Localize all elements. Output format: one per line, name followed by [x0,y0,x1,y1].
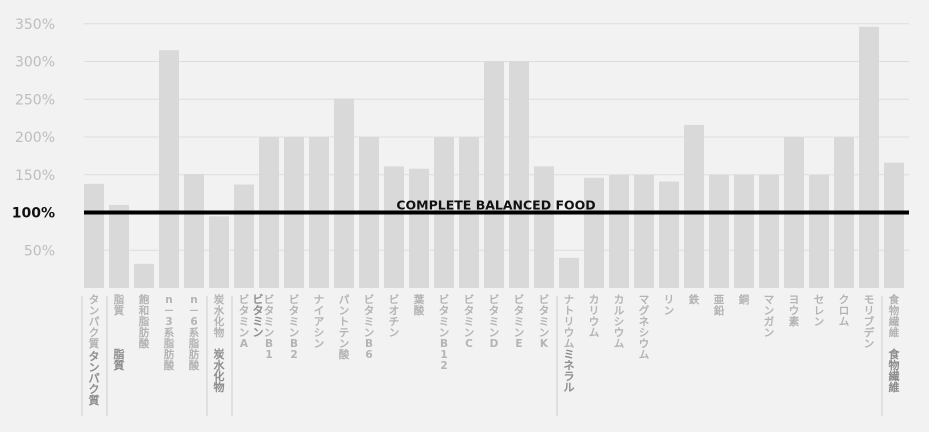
category-label: モリブデン [864,294,875,350]
category-label: ナトリウム [564,294,575,350]
category-label: カリウム [589,294,600,339]
category-label: ビタミン K [539,293,550,350]
category-label: パントテン酸 [339,294,350,361]
category-label: カルシウム [614,294,625,350]
y-tick-label: 100% [12,206,55,222]
category-label: ビタミン B 2 [289,293,300,361]
bar [734,174,754,288]
bar [609,174,629,288]
bar [334,98,354,289]
bar [559,257,579,288]
category-label: 炭水化物 [213,293,225,339]
bar [884,162,904,288]
y-tick-label: 300% [15,55,55,71]
category-label: n － 3 系脂肪酸 [163,294,175,372]
category-label: マンガン [764,294,775,339]
category-label: ビオチン [389,293,400,339]
category-label: 葉酸 [413,293,425,317]
bar [709,174,729,288]
category-label: 鉄 [689,293,700,306]
category-label: マグネシウム [639,294,650,361]
bar [634,174,654,288]
bar [509,61,529,288]
bar [684,124,704,288]
bar [134,263,154,288]
group-label: 脂質 [113,347,125,372]
category-label: セレン [814,294,825,328]
bar [184,173,204,288]
y-tick-label: 200% [15,130,55,146]
bar [859,26,879,289]
bar [84,183,104,288]
y-tick-label: 350% [15,17,55,33]
group-label: ビタミン [253,292,264,339]
y-tick-label: 50% [24,243,55,259]
group-label: ミネラル [564,348,575,394]
category-label: ナイアシン [314,294,325,350]
group-label: 食物繊維 [889,347,901,394]
category-label: ビタミン D [489,293,500,350]
category-label: n － 6 系脂肪酸 [188,294,200,372]
bar [484,61,504,288]
bar [159,50,179,288]
category-label: 銅 [739,293,750,306]
bar [209,216,229,288]
bar [584,177,604,288]
category-label: 脂質 [113,293,125,317]
y-tick-label: 250% [15,92,55,108]
category-label: 食物繊維 [888,293,900,339]
category-label: ビタミン A [239,293,250,350]
bar [384,166,404,288]
category-label: 飽和脂肪酸 [138,293,150,350]
category-label: ビタミン B 1 [264,293,275,361]
category-label: ビタミン E [514,293,525,350]
bar [534,166,554,288]
category-label: ビタミン B 6 [364,293,375,361]
category-label: ヨウ素 [788,294,800,328]
group-label: タンパク質 [89,350,100,407]
bar [659,181,679,288]
category-label: ビタミン C [464,293,475,350]
group-label: 炭水化物 [214,347,226,394]
reference-line-label: COMPLETE BALANCED FOOD [396,198,595,213]
y-tick-label: 150% [15,168,55,184]
category-label: ビタミン B 1 2 [439,293,450,372]
category-label: 亜鉛 [714,294,725,317]
category-label: リン [664,294,675,317]
bar [234,184,254,288]
bar [759,174,779,288]
category-label: タンパク質 [89,294,100,350]
category-label: クロム [839,294,850,328]
bar [809,174,829,288]
bar [409,168,429,288]
bar [109,204,129,288]
